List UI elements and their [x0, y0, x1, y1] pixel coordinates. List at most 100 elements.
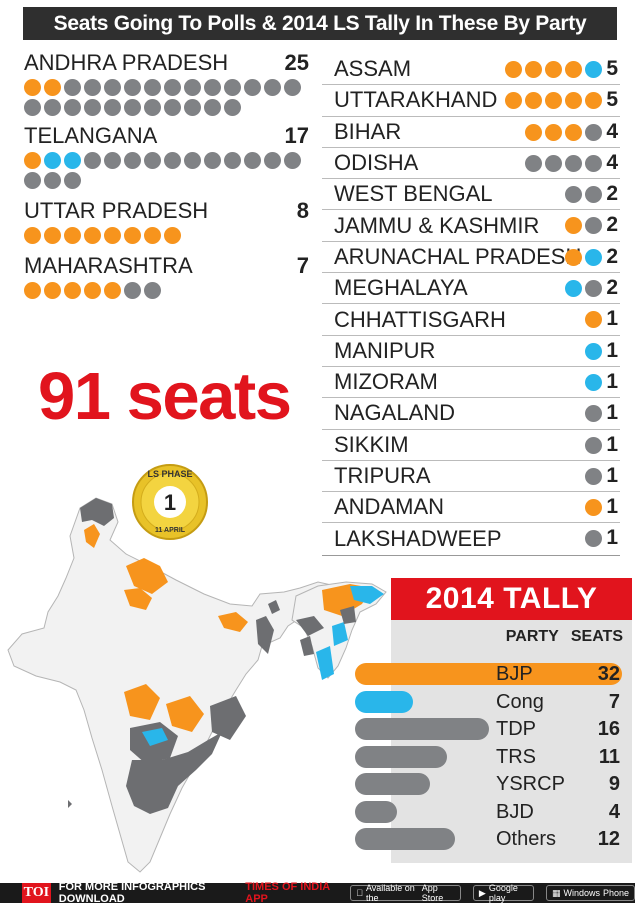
map-bihar — [218, 612, 248, 632]
tally-party-name: BJP — [496, 663, 533, 685]
seat-dots — [24, 227, 309, 247]
state-seat-count: 1 — [606, 526, 618, 550]
tally-seat-value: 9 — [608, 773, 620, 795]
tally-party-name: Cong — [496, 690, 544, 713]
tally-party-name: YSRCP — [496, 773, 565, 795]
state-seat-count: 1 — [606, 432, 618, 456]
state-row: NAGALAND 1 — [322, 398, 620, 430]
tally-seat-value: 11 — [598, 745, 620, 768]
state-name: WEST BENGAL — [334, 181, 493, 207]
seat-dot — [585, 530, 602, 548]
seat-dot — [284, 152, 301, 169]
seat-dot — [144, 227, 161, 244]
seat-dot — [164, 152, 181, 169]
state-name: LAKSHADWEEP — [334, 526, 502, 552]
map-west-bengal — [256, 616, 274, 654]
state-seat-count: 4 — [606, 150, 618, 174]
seat-dots — [582, 405, 602, 423]
app-store-badge[interactable]:  Available on the App Store — [350, 883, 461, 903]
state-row: JAMMU & KASHMIR 2 — [322, 210, 620, 242]
india-map — [7, 497, 398, 873]
map-odisha — [210, 696, 246, 740]
seat-dots — [582, 342, 602, 360]
seat-dot — [585, 154, 602, 172]
tally-seat-value: 4 — [608, 800, 620, 823]
toi-logo: TOI — [22, 883, 51, 903]
seat-dot — [585, 92, 602, 110]
state-seat-count: 5 — [606, 88, 618, 112]
tally-bar — [355, 800, 397, 823]
tally-column-headers: PARTY SEATS — [391, 620, 632, 654]
seat-dot — [64, 227, 81, 244]
state-name: UTTARAKHAND — [334, 87, 498, 113]
footer-app-name: TIMES OF INDIA APP — [245, 881, 330, 903]
state-name: TRIPURA — [334, 463, 431, 488]
seat-dots — [502, 61, 602, 78]
seat-dot — [164, 227, 181, 244]
seat-dot — [585, 499, 602, 517]
state-seat-count: 2 — [606, 213, 618, 237]
seat-dot — [585, 123, 602, 141]
state-seat-count: 4 — [606, 119, 618, 143]
state-name: ASSAM — [334, 56, 412, 82]
seat-dot — [505, 61, 522, 78]
seat-dot — [104, 282, 121, 299]
state-seat-count: 25 — [284, 50, 309, 75]
seat-dot — [585, 373, 602, 391]
seat-dot — [24, 282, 41, 299]
seat-dot — [545, 61, 562, 78]
tally-row: YSRCP 9 — [355, 773, 632, 795]
seat-dot — [585, 436, 602, 454]
state-row: ANDHRA PRADESH 25 — [24, 50, 309, 76]
state-row: WEST BENGAL 2 — [322, 179, 620, 211]
seat-dot — [565, 154, 582, 172]
seat-dot — [525, 154, 542, 172]
seat-dot — [585, 217, 602, 235]
seat-dots — [24, 152, 309, 192]
state-row: ARUNACHAL PRADESH 2 — [322, 242, 620, 274]
badge-number: 1 — [164, 490, 176, 515]
tally-bar — [355, 828, 456, 850]
state-row: ASSAM 5 — [322, 54, 620, 86]
seat-dots — [502, 92, 602, 110]
seat-dot — [64, 79, 81, 96]
tally-bar — [355, 663, 622, 685]
state-name: MIZORAM — [334, 369, 438, 395]
seat-dot — [224, 79, 241, 96]
footer-bar: TOI FOR MORE INFOGRAPHICS DOWNLOAD TIMES… — [0, 881, 635, 903]
tally-party-name: TDP — [496, 718, 536, 740]
seat-dot — [204, 99, 221, 116]
seat-dot — [565, 61, 582, 78]
tally-row: Cong 7 — [355, 690, 632, 713]
state-name: UTTAR PRADESH — [24, 198, 209, 223]
tally-seat-value: 32 — [597, 663, 620, 685]
tally-row: BJP 32 — [355, 663, 632, 685]
state-seat-count: 2 — [606, 182, 618, 206]
google-play-badge[interactable]: ▶ Google play — [472, 883, 534, 903]
state-row: ANDAMAN 1 — [322, 492, 620, 524]
seat-dot — [565, 123, 582, 141]
seat-dots — [24, 282, 309, 302]
state-seat-count: 8 — [296, 198, 309, 223]
map-maharashtra — [124, 684, 160, 720]
windows-phone-badge[interactable]: ▦ Windows Phone — [545, 885, 635, 901]
state-name: NAGALAND — [334, 400, 456, 426]
state-row: MAHARASHTRA 7 — [24, 253, 309, 279]
seat-dot — [164, 99, 181, 116]
tally-party-name: Others — [496, 828, 557, 850]
state-seat-count: 2 — [606, 244, 618, 268]
seat-dot — [525, 123, 542, 141]
seat-dot — [244, 152, 261, 169]
tally-party-header: PARTY — [505, 628, 559, 645]
seat-dots — [562, 217, 602, 235]
map-nagaland-grey — [340, 606, 356, 624]
badge-top-text: LS PHASE — [147, 469, 192, 479]
map-telangana-blue — [142, 728, 168, 746]
state-seat-count: 1 — [606, 495, 618, 519]
seat-dot — [244, 79, 261, 96]
seat-dot — [44, 282, 61, 299]
map-arunachal-blue — [350, 586, 384, 604]
seat-dot — [565, 186, 582, 204]
state-block: ANDHRA PRADESH 25 — [24, 50, 309, 119]
windows-icon: ▦ — [551, 887, 561, 898]
